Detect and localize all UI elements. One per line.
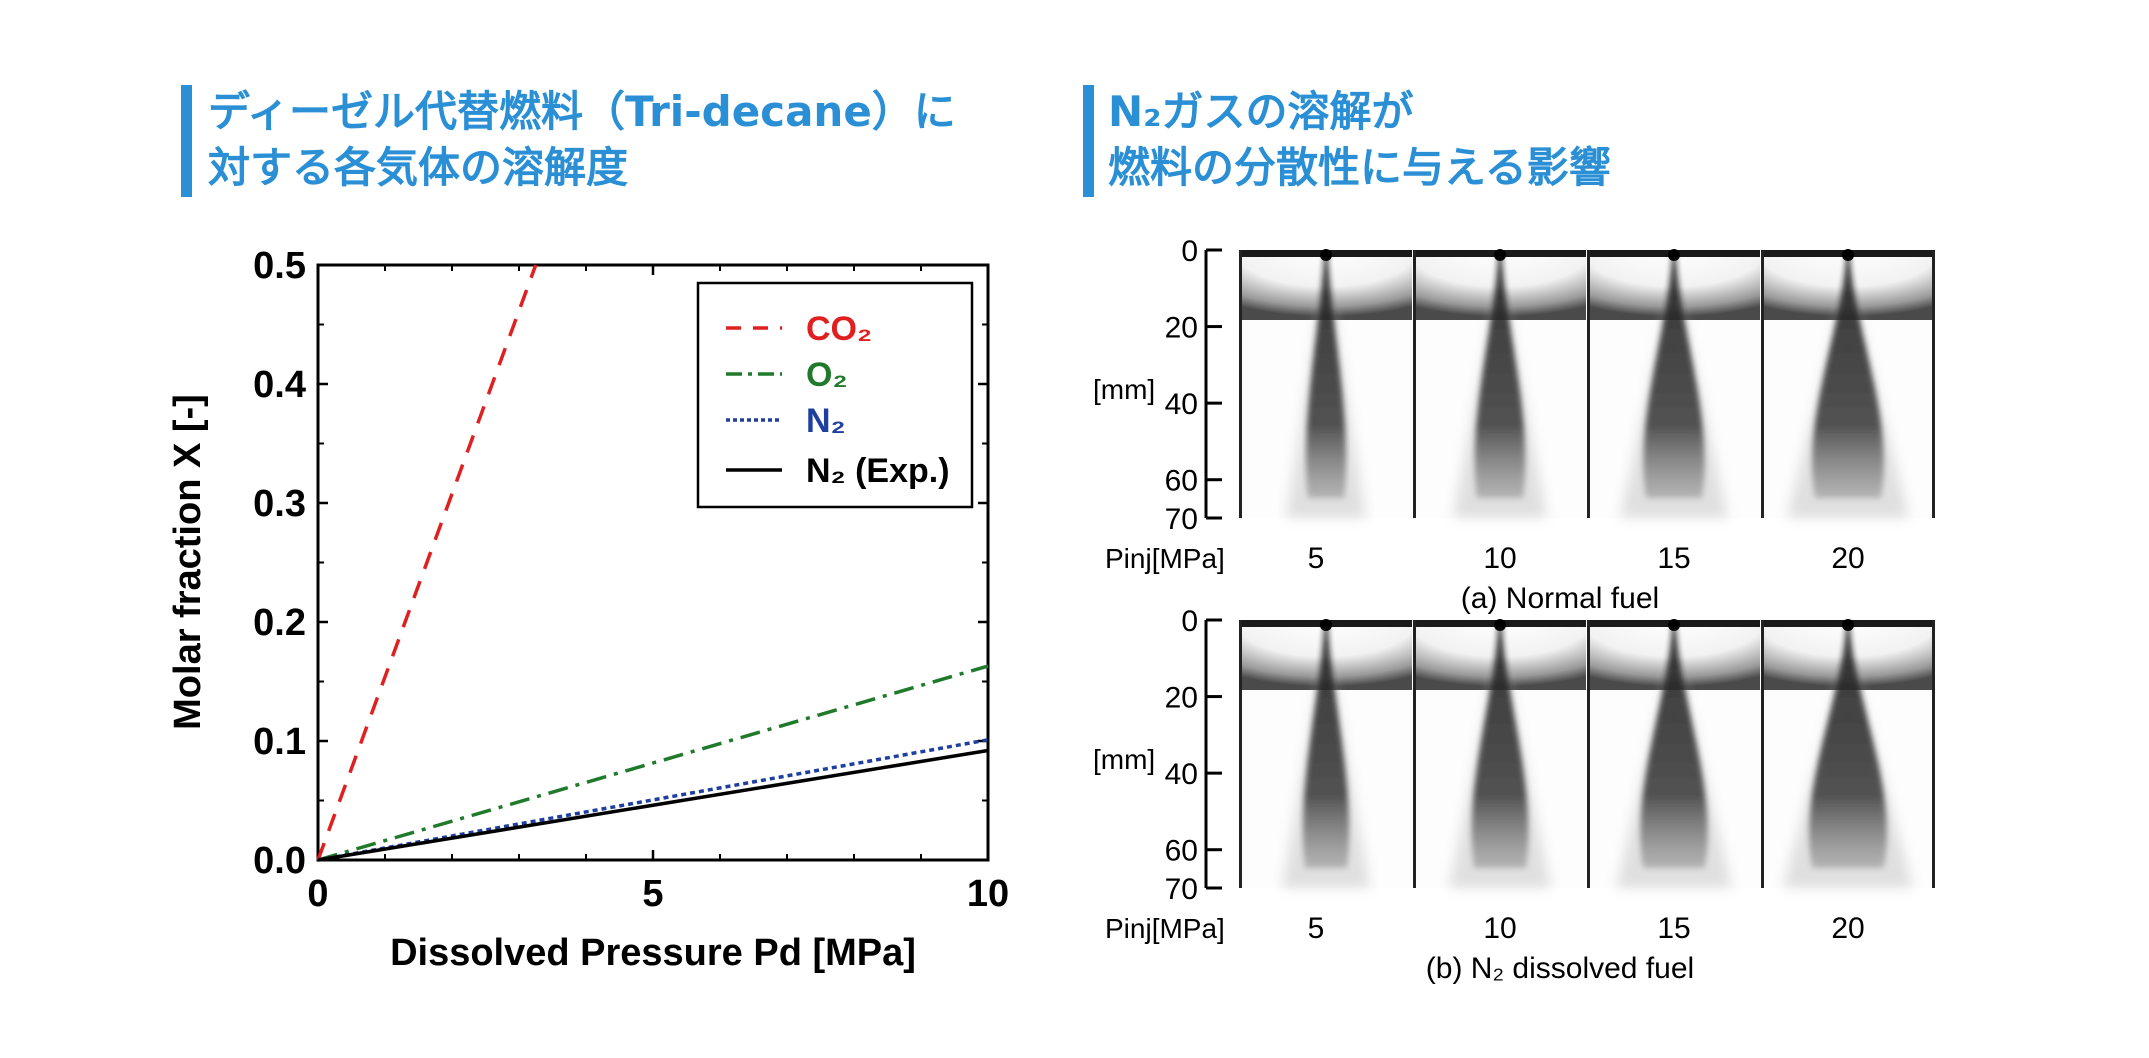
depth-unit-label: [mm]	[1093, 744, 1155, 775]
pinj-value: 10	[1483, 912, 1516, 945]
nozzle	[1668, 619, 1680, 631]
spray-frame	[1761, 619, 1934, 888]
depth-tick-label: 40	[1165, 388, 1198, 421]
nozzle	[1320, 619, 1332, 631]
y-tick-label: 0.5	[253, 245, 306, 287]
solubility-chart: 0.0 0.1 0.2 0.3 0.4 0.5 0 5 10 Dissolved Pressu…	[167, 245, 1009, 974]
right-heading-accent-bar	[1083, 85, 1094, 197]
pinj-value: 20	[1831, 542, 1864, 575]
pinj-label: Pinj[MPa]	[1105, 543, 1225, 574]
left-heading-line2: 対する各気体の溶解度	[208, 143, 629, 192]
y-tick-label: 0.4	[253, 364, 306, 406]
x-tick-label: 5	[642, 873, 663, 915]
spray-plume	[1474, 256, 1526, 498]
panel-caption: (a) Normal fuel	[1461, 582, 1659, 615]
depth-unit-label: [mm]	[1093, 374, 1155, 405]
y-tick-label: 0.2	[253, 602, 306, 644]
y-tick-label: 0.1	[253, 721, 306, 763]
depth-tick-label: 70	[1165, 503, 1198, 536]
pinj-value: 10	[1483, 542, 1516, 575]
pinj-label: Pinj[MPa]	[1105, 913, 1225, 944]
left-heading-line1: ディーゼル代替燃料（Tri-decane）に	[208, 87, 956, 136]
nozzle	[1668, 249, 1680, 261]
spray-plume	[1809, 626, 1887, 868]
spray-plume	[1306, 256, 1346, 498]
frame-right-edge	[1932, 250, 1935, 518]
depth-tick-label: 20	[1165, 312, 1198, 345]
spray-frame	[1413, 619, 1586, 888]
spray-frame	[1239, 619, 1412, 888]
spray-plume	[1302, 626, 1350, 868]
y-tick-label: 0.0	[253, 840, 306, 882]
frame-divider	[1587, 250, 1590, 518]
legend-label-1: O₂	[806, 356, 848, 394]
spray-frame	[1587, 249, 1760, 518]
pinj-value: 5	[1308, 542, 1325, 575]
depth-tick-label: 0	[1181, 235, 1198, 268]
pinj-value: 5	[1308, 912, 1325, 945]
depth-tick-label: 60	[1165, 835, 1198, 868]
chart-legend: CO₂ O₂ N₂ N₂ (Exp.)	[696, 281, 974, 509]
x-axis-label: Dissolved Pressure Pd [MPa]	[390, 932, 916, 974]
series-line-0	[316, 264, 538, 861]
x-axis-ticks: 0 5 10	[307, 265, 1009, 915]
pinj-value: 15	[1657, 912, 1690, 945]
series-line-1	[317, 664, 989, 862]
nozzle	[1494, 619, 1506, 631]
frame-divider	[1761, 250, 1764, 518]
right-heading-line1: N₂ガスの溶解が	[1108, 87, 1414, 136]
nozzle	[1842, 249, 1854, 261]
frame-divider	[1413, 250, 1416, 518]
nozzle	[1320, 249, 1332, 261]
series-lines	[316, 264, 989, 862]
depth-tick-label: 70	[1165, 873, 1198, 906]
series-line-2	[317, 738, 989, 862]
right-heading-line2: 燃料の分散性に与える影響	[1108, 143, 1611, 192]
nozzle	[1842, 619, 1854, 631]
y-tick-label: 0.3	[253, 483, 306, 525]
panel-caption: (b) N₂ dissolved fuel	[1426, 952, 1694, 985]
legend-label-2: N₂	[806, 402, 846, 440]
frame-divider	[1239, 620, 1242, 888]
spray-plume	[1812, 256, 1884, 498]
legend-label-3: N₂ (Exp.)	[806, 452, 950, 490]
frame-divider	[1239, 250, 1242, 518]
left-heading-accent-bar	[181, 85, 192, 197]
pinj-value: 20	[1831, 912, 1864, 945]
right-heading: N₂ガスの溶解が 燃料の分散性に与える影響	[1108, 84, 1611, 196]
spray-plume	[1643, 256, 1705, 498]
spray-frame	[1239, 249, 1412, 518]
spray-frame	[1761, 249, 1934, 518]
frame-divider	[1761, 620, 1764, 888]
frame-divider	[1413, 620, 1416, 888]
spray-frame	[1413, 249, 1586, 518]
pinj-value: 15	[1657, 542, 1690, 575]
y-axis-label: Molar fraction X [-]	[167, 394, 209, 730]
depth-tick-label: 60	[1165, 465, 1198, 498]
legend-label-0: CO₂	[806, 310, 872, 348]
spray-plume	[1640, 626, 1708, 868]
series-line-3	[317, 748, 989, 862]
spray-plume	[1471, 626, 1529, 868]
nozzle	[1494, 249, 1506, 261]
x-tick-label: 10	[967, 873, 1009, 915]
left-heading: ディーゼル代替燃料（Tri-decane）に 対する各気体の溶解度	[208, 84, 956, 196]
depth-tick-label: 0	[1181, 605, 1198, 638]
frame-right-edge	[1932, 620, 1935, 888]
depth-tick-label: 40	[1165, 758, 1198, 791]
y-axis-ticks: 0.0 0.1 0.2 0.3 0.4 0.5	[253, 245, 988, 882]
frame-divider	[1587, 620, 1590, 888]
spray-frame	[1587, 619, 1760, 888]
x-tick-label: 0	[307, 873, 328, 915]
spray-panel-normal-fuel: 0 20 40 60 70 [mm] 5 10 15 20 Pinj[MPa] (a) Normal …	[1093, 235, 1935, 615]
spray-panel-n2-dissolved-fuel: 0 20 40 60 70 [mm] 5 10 15 20 Pinj[MPa] (b) N₂ diss…	[1093, 605, 1935, 985]
depth-tick-label: 20	[1165, 682, 1198, 715]
